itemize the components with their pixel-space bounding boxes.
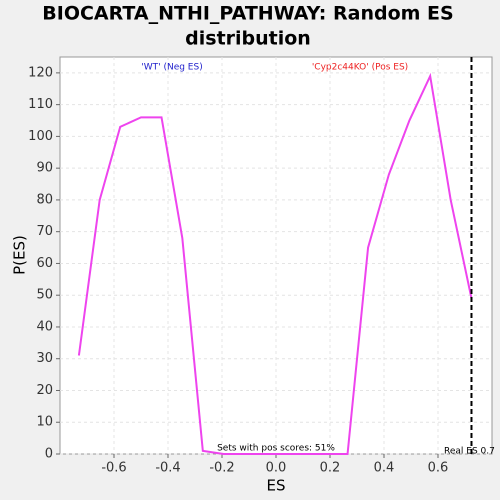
y-tick-label: 110 — [28, 97, 53, 112]
y-tick-label: 40 — [36, 319, 53, 334]
real-es-label: Real ES 0.7 — [444, 447, 495, 457]
x-axis-label: ES — [267, 477, 286, 495]
y-tick-label: 20 — [36, 383, 53, 398]
y-tick-label: 10 — [36, 415, 53, 430]
y-axis-label: P(ES) — [11, 235, 29, 275]
x-tick-label: 0.0 — [266, 461, 287, 476]
x-tick-label: -0.2 — [209, 461, 234, 476]
x-tick-label: 0.4 — [374, 461, 395, 476]
y-tick-label: 70 — [36, 224, 53, 239]
x-tick-label: 0.6 — [428, 461, 449, 476]
y-tick-label: 0 — [45, 447, 53, 462]
pos-label: 'Cyp2c44KO' (Pos ES) — [312, 63, 408, 73]
x-tick-label: 0.2 — [320, 461, 341, 476]
chart-title: BIOCARTA_NTHI_PATHWAY: Random ES — [42, 3, 453, 25]
y-tick-label: 60 — [36, 256, 53, 271]
y-tick-label: 120 — [28, 65, 53, 80]
pos-scores-label: Sets with pos scores: 51% — [217, 444, 335, 454]
chart-title: distribution — [185, 28, 311, 50]
series-line — [77, 72, 473, 455]
y-tick-label: 50 — [36, 288, 53, 303]
neg-label: 'WT' (Neg ES) — [141, 63, 202, 73]
y-tick-label: 30 — [36, 351, 53, 366]
y-tick-label: 90 — [36, 161, 53, 176]
y-tick-label: 80 — [36, 192, 53, 207]
y-tick-label: 100 — [28, 129, 53, 144]
x-tick-label: -0.4 — [155, 461, 180, 476]
x-tick-label: -0.6 — [101, 461, 126, 476]
